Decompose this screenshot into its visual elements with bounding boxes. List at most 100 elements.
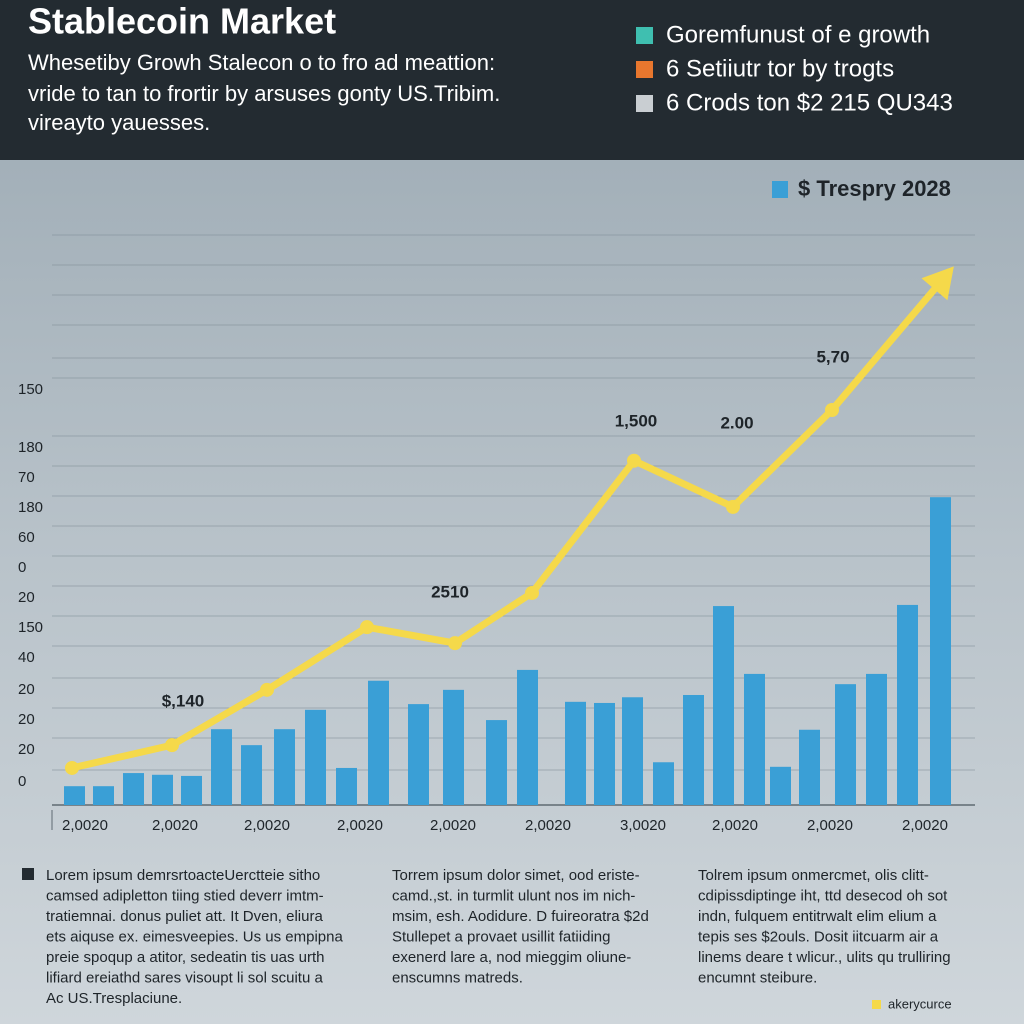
line-point [627,453,641,468]
bar [181,775,202,805]
subtitle: Whesetiby Growh Stalecon o to fro ad mea… [28,50,495,75]
body-text: Stullepet a provaet usillit fatiiding [392,928,610,945]
bar [930,497,951,805]
body-text: indn, fulquem entitrwalt elim elium a [698,908,937,925]
line-point [260,682,274,697]
body-text: lifiard ereiathd sares visoupt li sol sc… [46,969,323,986]
body-text: camsed adipletton tiing stied deverr imt… [46,887,324,904]
line-point [165,738,179,753]
x-tick-label: 2,0020 [902,817,948,834]
legend-marker: 6 [666,89,679,116]
footer: akerycurce [888,996,952,1011]
bar [866,673,887,805]
bar [123,773,144,805]
body-text: tepis ses $2ouls. Dosit iitcuarm air a [698,928,939,945]
bar [835,684,856,805]
body-text: Tolrem ipsum onmercmet, olis clitt- [698,867,929,884]
y-tick-label: 20 [18,711,35,728]
body-text: Torrem ipsum dolor simet, ood eriste- [392,867,640,884]
bar [744,673,765,805]
bar [336,767,357,805]
legend-label: Goremfunust of e growth [666,21,930,48]
y-tick-label: 20 [18,681,35,698]
body-text: cdipissdiptinge iht, ttd desecod oh sot [698,887,948,904]
arrowhead [921,266,954,301]
body-text: Ac US.Tresplaciune. [46,990,182,1007]
bar [653,762,674,805]
bar [565,701,586,805]
bar [368,680,389,805]
y-tick-label: 150 [18,619,43,636]
bar [443,689,464,805]
title: Stablecoin Market [28,1,336,42]
legend-label: Crods ton $2 215 QU343 [686,89,953,116]
y-tick-label: 40 [18,649,35,666]
subtitle: vireayto yauesses. [28,110,210,135]
line [71,268,953,772]
bar [486,720,507,805]
y-tick-label: 0 [18,773,26,790]
bar [211,729,232,805]
x-tick-label: 2,0020 [244,817,290,834]
bar [799,729,820,805]
x-tick-label: 2,0020 [430,817,476,834]
footer-swatch [872,1000,881,1009]
body-text: Lorem ipsum demrsrtoacteUerctteie sitho [46,867,320,884]
line-point [525,585,539,600]
x-tick-label: 3,0020 [620,817,666,834]
bullet [22,868,34,880]
bar [64,786,85,805]
y-tick-label: 0 [18,559,26,576]
bar [517,669,538,805]
legend-swatch [636,61,653,78]
annotation: $,140 [162,691,205,710]
legend-label: Setiiutr tor by trogts [686,55,894,82]
x-tick-label: 2,0020 [712,817,758,834]
annotation: 2.00 [720,413,753,432]
line-point [65,760,79,775]
legend-swatch [636,27,653,44]
bar [713,606,734,805]
legend-marker: 6 [666,55,679,82]
annotation: 2510 [431,582,469,601]
header-band [0,0,1024,160]
x-tick-label: 2,0020 [62,817,108,834]
body-text: preie spoqup a atitor, sedeatin tis uas … [46,949,325,966]
y-tick-label: 20 [18,741,35,758]
y-tick-label: 70 [18,469,35,486]
annotation: 5,70 [816,347,849,366]
bar [622,697,643,805]
bar [152,774,173,805]
line-point [360,620,374,635]
body-text: encumnt steibure. [698,969,817,986]
bar [274,729,295,805]
body-text: tratiemnai. donus puliet att. It Dven, e… [46,908,323,925]
y-tick-label: 180 [18,439,43,456]
y-tick-label: 60 [18,529,35,546]
y-tick-label: 150 [18,381,43,398]
legend-swatch [772,181,788,198]
bar [93,786,114,805]
x-tick-label: 2,0020 [807,817,853,834]
bar [897,604,918,805]
body-text: linems deare t wlicur., ulits qu trullir… [698,949,951,966]
x-tick-label: 2,0020 [525,817,571,834]
subtitle: vride to tan to frortir by arsuses gonty… [28,81,500,106]
y-tick-label: 180 [18,499,43,516]
body-text: enscumns matreds. [392,969,523,986]
bar [683,694,704,805]
annotation: 1,500 [615,411,658,430]
x-tick-label: 2,0020 [337,817,383,834]
y-tick-label: 20 [18,589,35,606]
bar [770,766,791,805]
legend-swatch [636,95,653,112]
line-point [726,499,740,514]
body-text: exenerd lare a, nod mieggim oliune- [392,949,631,966]
legend-label: $ Trespry 2028 [798,176,951,201]
x-tick-label: 2,0020 [152,817,198,834]
body-text: ets aiquse ex. eimesveepies. Us us empip… [46,928,343,945]
bar [594,702,615,805]
bar [408,704,429,805]
